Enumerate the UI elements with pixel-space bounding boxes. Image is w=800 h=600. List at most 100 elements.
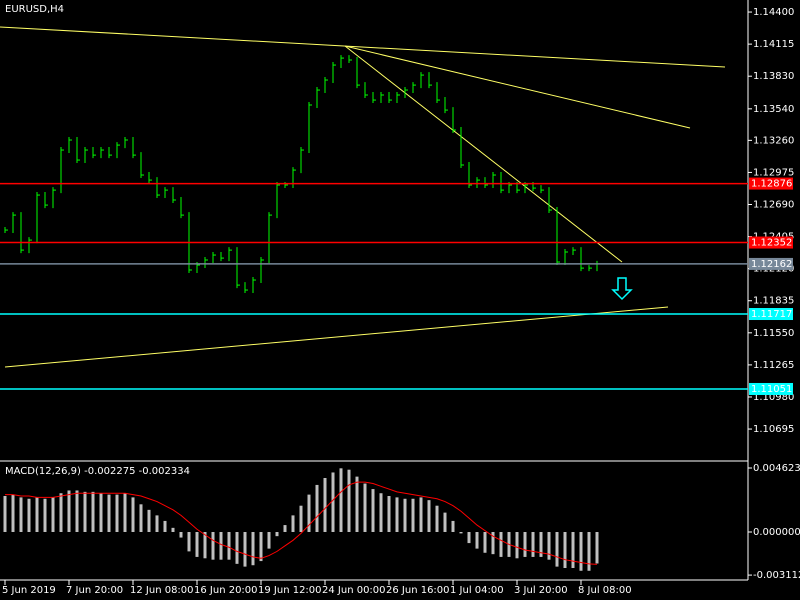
histogram-bar <box>355 476 359 532</box>
histogram-bar <box>227 531 231 560</box>
histogram-bar <box>475 531 479 549</box>
level-label: 1.12876 <box>751 179 792 190</box>
histogram-bar <box>371 489 375 532</box>
histogram-bar <box>243 531 247 567</box>
histogram-bar <box>187 531 191 552</box>
histogram-bar <box>83 491 87 532</box>
histogram-bar <box>235 531 239 564</box>
trend-line <box>344 45 691 129</box>
histogram-bar <box>331 472 335 532</box>
y-tick-label: 1.14115 <box>753 39 794 50</box>
y-tick-label: 0.004623 <box>753 463 800 474</box>
histogram-bar <box>171 527 175 532</box>
histogram-bar <box>67 490 71 532</box>
x-tick-label: 16 Jun 20:00 <box>194 585 258 596</box>
histogram-bar <box>563 531 567 568</box>
trend-line <box>4 306 669 368</box>
histogram-bar <box>347 469 351 532</box>
histogram-bar <box>179 531 183 538</box>
level-label-box <box>749 236 793 249</box>
histogram-bar <box>395 497 399 532</box>
histogram-bar <box>379 493 383 532</box>
level-label-box <box>749 382 793 395</box>
x-tick-label: 24 Jun 00:00 <box>322 585 386 596</box>
y-tick-label: 1.11835 <box>753 296 794 307</box>
histogram-bar <box>195 531 199 557</box>
histogram-bar <box>579 531 583 571</box>
histogram-bar <box>387 496 391 532</box>
histogram-bar <box>547 531 551 560</box>
histogram-bar <box>299 505 303 532</box>
histogram-bar <box>211 531 215 560</box>
y-tick-label: 1.10695 <box>753 424 794 435</box>
histogram-bar <box>59 493 63 532</box>
histogram-bar <box>571 531 575 568</box>
x-tick-label: 7 Jun 20:00 <box>66 585 123 596</box>
histogram-bar <box>403 498 407 532</box>
x-tick-label: 3 Jul 20:00 <box>514 585 568 596</box>
indicator-title: MACD(12,26,9) -0.002275 -0.002334 <box>5 466 190 477</box>
histogram-bar <box>283 525 287 532</box>
histogram-bar <box>427 500 431 532</box>
histogram-bar <box>595 531 599 564</box>
histogram-bar <box>491 531 495 555</box>
histogram-bar <box>3 496 7 532</box>
histogram-bar <box>531 531 535 557</box>
level-label-box <box>749 257 793 270</box>
histogram-bar <box>275 531 279 537</box>
histogram-bar <box>451 520 455 532</box>
histogram-bar <box>587 531 591 571</box>
x-tick-label: 1 Jul 04:00 <box>450 585 504 596</box>
histogram-bar <box>51 497 55 532</box>
x-tick-label: 26 Jun 16:00 <box>386 585 450 596</box>
histogram-bar <box>483 531 487 553</box>
histogram-bar <box>539 531 543 557</box>
level-label: 1.11717 <box>751 309 792 320</box>
level-label-box <box>749 308 793 321</box>
level-label-box <box>749 177 793 190</box>
histogram-bar <box>555 531 559 567</box>
histogram-bar <box>139 504 143 532</box>
histogram-bar <box>323 478 327 532</box>
histogram-bar <box>19 497 23 532</box>
histogram-bar <box>99 493 103 532</box>
histogram-bar <box>443 512 447 532</box>
histogram-bar <box>203 531 207 559</box>
level-label: 1.11051 <box>751 384 792 395</box>
histogram-bar <box>27 498 31 532</box>
histogram-bar <box>35 497 39 532</box>
histogram-bar <box>43 498 47 532</box>
histogram-bar <box>219 531 223 560</box>
histogram-bar <box>259 531 263 562</box>
histogram-bar <box>411 498 415 532</box>
y-tick-label: 1.14400 <box>753 7 794 18</box>
histogram-bar <box>459 531 463 534</box>
x-tick-label: 8 Jul 08:00 <box>578 585 632 596</box>
y-tick-label: 0.000000 <box>753 527 800 538</box>
x-tick-label: 12 Jun 08:00 <box>130 585 194 596</box>
trend-line <box>344 45 623 263</box>
y-tick-label: -0.003112 <box>753 570 800 581</box>
y-tick-label: 1.13830 <box>753 71 794 82</box>
y-tick-label: 1.13260 <box>753 135 794 146</box>
histogram-bar <box>91 491 95 532</box>
histogram-bar <box>155 515 159 532</box>
y-tick-label: 1.11550 <box>753 328 794 339</box>
histogram-bar <box>363 483 367 532</box>
signal-line <box>5 481 598 565</box>
x-tick-label: 5 Jun 2019 <box>2 585 56 596</box>
histogram-bar <box>291 515 295 532</box>
histogram-bar <box>115 494 119 532</box>
histogram-bar <box>131 497 135 532</box>
y-tick-label: 1.13540 <box>753 104 794 115</box>
histogram-bar <box>315 484 319 532</box>
x-tick-label: 19 Jun 12:00 <box>258 585 322 596</box>
chart-title: EURUSD,H4 <box>5 4 64 15</box>
histogram-bar <box>75 490 79 532</box>
histogram-bar <box>419 497 423 532</box>
histogram-bar <box>163 520 167 532</box>
histogram-bar <box>515 531 519 559</box>
histogram-bar <box>307 494 311 532</box>
